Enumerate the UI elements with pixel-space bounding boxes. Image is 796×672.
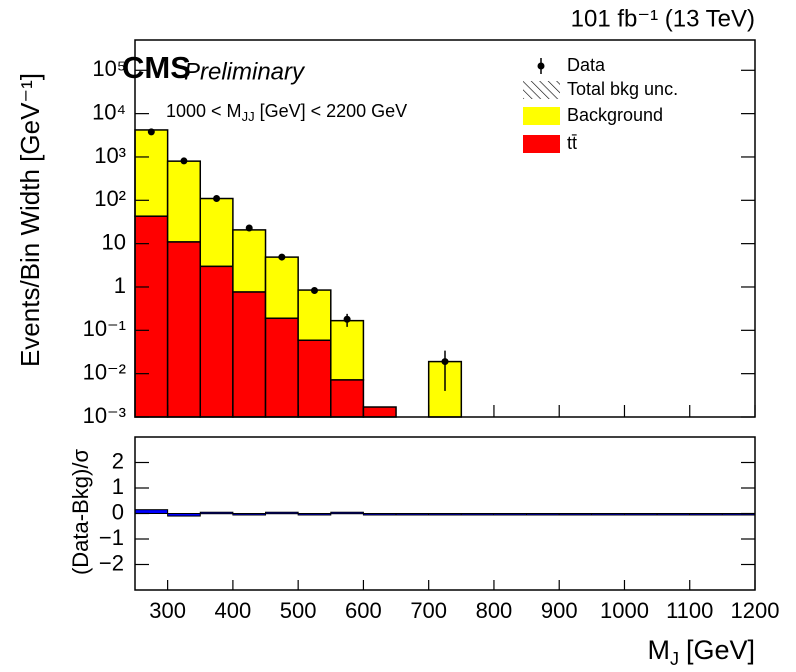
x-label-part: M	[647, 635, 670, 665]
data-point	[245, 224, 253, 232]
x-tick-label: 300	[149, 598, 186, 623]
bar	[166, 241, 202, 418]
pull-bar	[623, 513, 658, 516]
experiment: CMS	[122, 50, 191, 85]
y-tick-label: 1	[114, 273, 126, 298]
pull-y-axis-label: (Data-Bkg)/σ	[68, 449, 93, 575]
x-tick-label: 700	[410, 598, 447, 623]
pull-y-tick-label: −1	[99, 525, 124, 550]
legend-label: tt̄	[567, 133, 577, 153]
x-tick-label: 1100	[666, 598, 713, 623]
pull-bar	[558, 513, 593, 516]
legend-swatch	[523, 81, 560, 99]
pull-bar	[265, 511, 299, 515]
upper-frame	[134, 39, 756, 418]
y-tick-label: 10	[102, 229, 126, 254]
pull-bar	[395, 513, 430, 516]
x-tick-label: 1000	[600, 598, 649, 623]
pull-y-tick-label: 0	[112, 499, 124, 524]
bar	[297, 289, 332, 342]
selection-part: [GeV] < 2200 GeV	[260, 101, 408, 121]
y-tick-label: 10²	[94, 186, 126, 211]
pull-bar	[526, 513, 560, 516]
pull-bar	[330, 511, 364, 515]
bar	[297, 339, 332, 418]
lower-frame	[134, 436, 756, 591]
bar	[330, 379, 365, 418]
pull-bar	[199, 511, 234, 515]
pull-bar	[493, 513, 528, 516]
pull-bar	[656, 513, 691, 516]
pull-y-tick-label: 2	[112, 448, 124, 473]
pull-bar	[232, 513, 267, 516]
lumi: 101 fb⁻¹ (13 TeV)	[571, 5, 755, 32]
pull-bar	[297, 513, 332, 516]
legend-marker	[537, 62, 545, 70]
pull-bar	[591, 513, 625, 516]
bar	[264, 317, 299, 418]
legend-label: Total bkg unc.	[567, 79, 678, 99]
pull-bar	[428, 513, 462, 516]
bar	[330, 319, 365, 381]
bar	[264, 256, 299, 319]
pull-bar	[167, 513, 201, 517]
pull-y-tick-label: 1	[112, 474, 124, 499]
selection-part: 1000 < M	[166, 101, 242, 121]
y-tick-label: 10⁻²	[83, 359, 126, 384]
bar	[134, 129, 169, 217]
y-tick-label: 10⁻³	[83, 403, 126, 428]
y-axis-label: Events/Bin Width [GeV⁻¹]	[15, 73, 45, 367]
x-axis-label: MJ [GeV]	[647, 635, 755, 669]
bar	[232, 229, 267, 293]
x-tick-label: 500	[280, 598, 317, 623]
y-tick-label: 10³	[94, 143, 126, 168]
legend-label: Data	[567, 55, 606, 75]
pull-bar	[362, 513, 397, 516]
x-label-subscript: J	[670, 649, 679, 669]
data-point	[147, 128, 155, 136]
x-label-part: [GeV]	[686, 635, 755, 665]
status: Preliminary	[184, 58, 306, 85]
bar	[134, 215, 169, 418]
x-tick-label: 900	[541, 598, 578, 623]
pull-y-tick-label: −2	[99, 550, 124, 575]
x-tick-label: 1200	[731, 598, 780, 623]
x-tick-label: 400	[215, 598, 252, 623]
data-point	[213, 195, 221, 203]
pull-bar	[460, 513, 495, 516]
y-tick-label: 10⁵	[92, 56, 126, 81]
x-tick-label: 600	[345, 598, 382, 623]
x-tick-label: 800	[476, 598, 513, 623]
bar	[199, 197, 234, 268]
bar	[362, 406, 397, 418]
bar	[199, 265, 234, 418]
data-point	[343, 315, 351, 323]
data-point	[441, 358, 449, 366]
legend-swatch	[523, 135, 560, 153]
selection-subscript: JJ	[242, 109, 255, 124]
legend-label: Background	[567, 105, 663, 125]
bar	[232, 291, 267, 418]
data-point	[278, 253, 286, 261]
data-point	[310, 286, 318, 294]
data-point	[180, 157, 188, 165]
legend-swatch	[523, 107, 560, 125]
selection: 1000 < MJJ [GeV] < 2200 GeV	[166, 101, 407, 125]
y-tick-label: 10⁻¹	[83, 316, 126, 341]
pull-bar	[689, 513, 723, 516]
y-tick-label: 10⁴	[92, 99, 126, 124]
bar	[166, 160, 202, 243]
